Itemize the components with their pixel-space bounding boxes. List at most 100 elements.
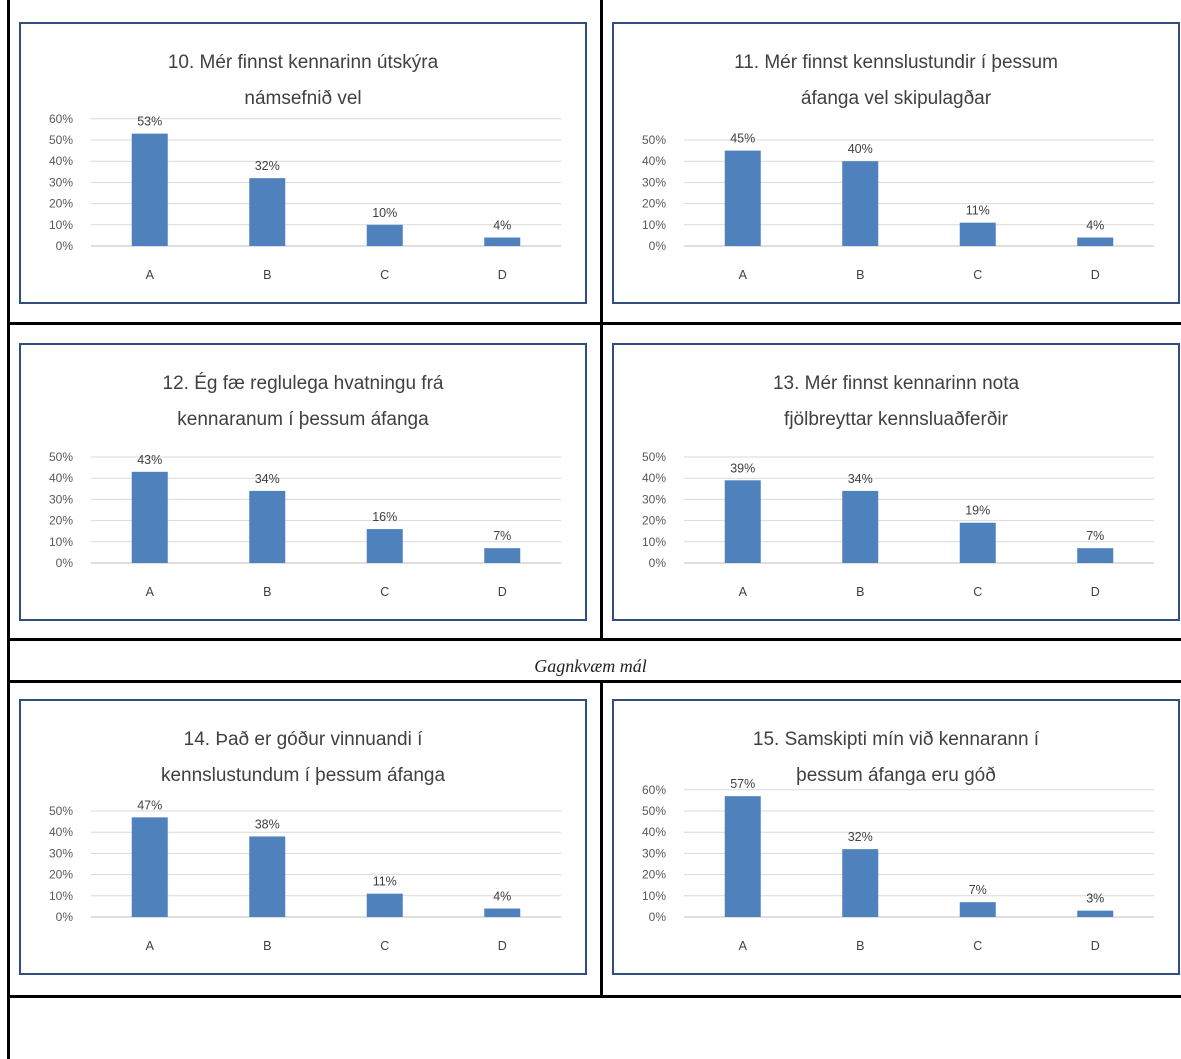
y-tick-label: 50% bbox=[49, 804, 73, 818]
data-label: 7% bbox=[969, 883, 987, 897]
bar-D bbox=[1077, 548, 1114, 563]
chart-title-line: 14. Það er góður vinnuandi í bbox=[184, 729, 423, 750]
y-tick-label: 60% bbox=[49, 112, 73, 126]
y-tick-label: 30% bbox=[49, 846, 73, 860]
category-label: C bbox=[973, 268, 982, 282]
data-label: 4% bbox=[493, 890, 511, 904]
chart-title-line: 11. Mér finnst kennslustundir í þessum bbox=[734, 52, 1058, 73]
table-border-left bbox=[7, 0, 10, 1059]
y-tick-label: 50% bbox=[642, 450, 666, 464]
data-label: 45% bbox=[730, 132, 755, 146]
chart-q13: 13. Mér finnst kennarinn nota fjölbreytta… bbox=[612, 343, 1180, 621]
data-label: 34% bbox=[255, 472, 280, 486]
bar-C bbox=[959, 222, 996, 246]
category-label: D bbox=[498, 585, 507, 599]
category-label: A bbox=[739, 939, 748, 953]
chart-q10: 10. Mér finnst kennarinn útskýra námsefni… bbox=[19, 22, 587, 304]
category-label: C bbox=[380, 268, 389, 282]
bar-D bbox=[484, 237, 521, 246]
category-label: A bbox=[146, 939, 155, 953]
y-tick-label: 40% bbox=[49, 154, 73, 168]
category-label: C bbox=[380, 585, 389, 599]
data-label: 4% bbox=[493, 219, 511, 233]
data-label: 11% bbox=[373, 875, 397, 889]
bar-B bbox=[249, 836, 286, 917]
bar-A bbox=[724, 480, 761, 563]
chart-q14: 14. Það er góður vinnuandi í kennslustund… bbox=[19, 699, 587, 975]
data-label: 11% bbox=[966, 204, 990, 218]
data-label: 34% bbox=[848, 472, 873, 486]
y-tick-label: 50% bbox=[49, 450, 73, 464]
bar-B bbox=[842, 161, 879, 246]
y-tick-label: 60% bbox=[642, 783, 666, 797]
chart-svg: 11. Mér finnst kennslustundir í þessum áf… bbox=[642, 52, 1154, 282]
y-tick-label: 10% bbox=[49, 889, 73, 903]
data-label: 57% bbox=[730, 777, 755, 791]
data-label: 43% bbox=[137, 453, 162, 467]
chart-svg: 15. Samskipti mín við kennarann í þessum … bbox=[642, 729, 1154, 953]
y-tick-label: 40% bbox=[642, 825, 666, 839]
chart-title-line: námsefnið vel bbox=[244, 88, 361, 109]
data-label: 38% bbox=[255, 817, 280, 831]
y-tick-label: 20% bbox=[49, 197, 73, 211]
chart-title-line: 10. Mér finnst kennarinn útskýra bbox=[168, 52, 439, 73]
category-label: A bbox=[739, 268, 748, 282]
chart-title-line: 15. Samskipti mín við kennarann í bbox=[753, 729, 1040, 750]
category-label: B bbox=[856, 585, 864, 599]
chart-svg: 14. Það er góður vinnuandi í kennslustund… bbox=[49, 729, 561, 953]
chart-q12: 12. Ég fæ reglulega hvatningu frá kennara… bbox=[19, 343, 587, 621]
bar-C bbox=[366, 529, 403, 563]
y-tick-label: 0% bbox=[56, 910, 74, 924]
chart-title-line: 12. Ég fæ reglulega hvatningu frá bbox=[163, 373, 444, 394]
y-tick-label: 0% bbox=[56, 239, 74, 253]
chart-title-line: fjölbreyttar kennsluaðferðir bbox=[784, 409, 1009, 430]
bar-B bbox=[249, 178, 286, 246]
data-label: 32% bbox=[255, 159, 280, 173]
y-tick-label: 10% bbox=[642, 889, 666, 903]
y-tick-label: 40% bbox=[49, 825, 73, 839]
chart-title-line: áfanga vel skipulagðar bbox=[801, 88, 992, 109]
y-tick-label: 20% bbox=[49, 514, 73, 528]
category-label: D bbox=[1091, 268, 1100, 282]
bar-A bbox=[131, 133, 168, 246]
y-tick-label: 40% bbox=[642, 471, 666, 485]
y-tick-label: 40% bbox=[642, 154, 666, 168]
category-label: A bbox=[739, 585, 748, 599]
y-tick-label: 20% bbox=[642, 868, 666, 882]
y-tick-label: 30% bbox=[642, 175, 666, 189]
y-tick-label: 10% bbox=[49, 535, 73, 549]
y-tick-label: 20% bbox=[49, 868, 73, 882]
y-tick-label: 30% bbox=[642, 492, 666, 506]
chart-svg: 10. Mér finnst kennarinn útskýra námsefni… bbox=[49, 52, 561, 282]
chart-q15: 15. Samskipti mín við kennarann í þessum … bbox=[612, 699, 1180, 975]
chart-title-line: kennaranum í þessum áfanga bbox=[177, 409, 429, 430]
y-tick-label: 0% bbox=[649, 556, 667, 570]
bar-D bbox=[484, 908, 521, 917]
y-tick-label: 10% bbox=[49, 218, 73, 232]
y-tick-label: 40% bbox=[49, 471, 73, 485]
data-label: 10% bbox=[372, 206, 397, 220]
bar-D bbox=[1077, 910, 1114, 917]
y-tick-label: 50% bbox=[49, 133, 73, 147]
section-caption: Gagnkvæm mál bbox=[534, 656, 647, 676]
table-rule-4 bbox=[7, 995, 1181, 998]
table-rule-2 bbox=[7, 638, 1181, 641]
category-label: B bbox=[263, 268, 271, 282]
category-label: A bbox=[146, 585, 155, 599]
table-divider-vertical-top bbox=[600, 0, 603, 640]
bar-C bbox=[959, 522, 996, 563]
category-label: C bbox=[973, 939, 982, 953]
data-label: 4% bbox=[1086, 219, 1104, 233]
category-label: D bbox=[498, 939, 507, 953]
table-divider-vertical-bottom bbox=[600, 681, 603, 997]
data-label: 47% bbox=[137, 798, 162, 812]
y-tick-label: 50% bbox=[642, 804, 666, 818]
y-tick-label: 10% bbox=[642, 535, 666, 549]
bar-A bbox=[131, 471, 168, 563]
y-tick-label: 30% bbox=[49, 492, 73, 506]
data-label: 40% bbox=[848, 142, 873, 156]
category-label: D bbox=[498, 268, 507, 282]
bar-C bbox=[366, 224, 403, 246]
bar-A bbox=[131, 817, 168, 917]
